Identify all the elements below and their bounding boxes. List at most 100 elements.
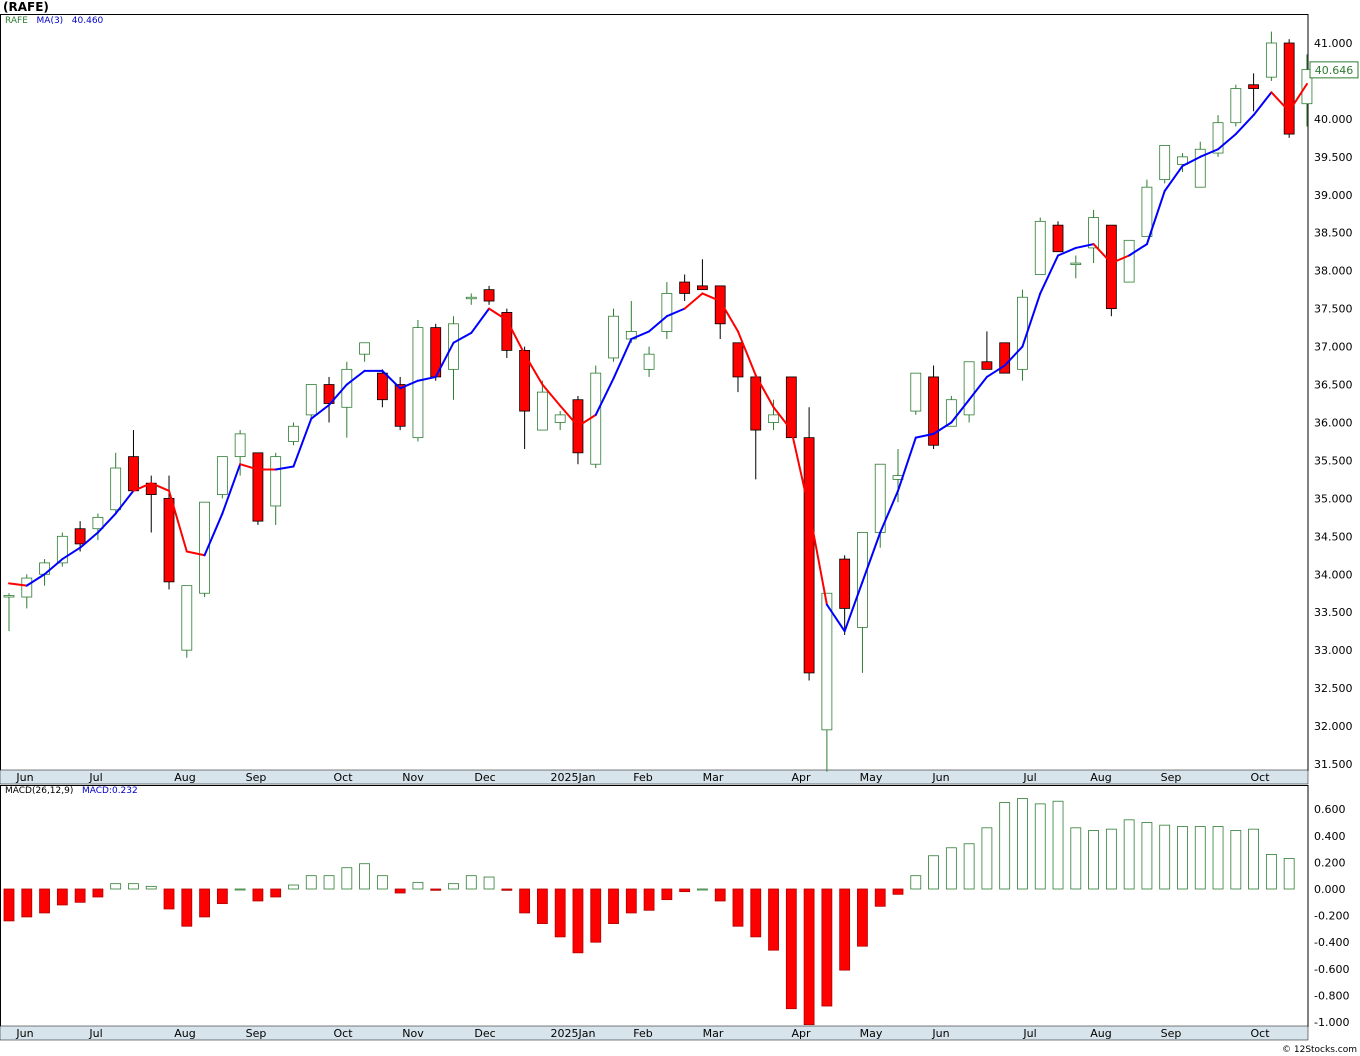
month-tick-label: Oct [333, 771, 353, 784]
candle-body [839, 558, 851, 609]
macd-bar [643, 888, 655, 911]
ma3-segment [1074, 243, 1095, 249]
macd-legend: MACD(26,12,9) MACD:0.232 [5, 786, 138, 796]
candle-body [999, 342, 1011, 374]
ma3-segment [1021, 292, 1042, 348]
candle-body [1301, 69, 1313, 105]
ma3-segment [150, 482, 171, 492]
ma3-segment [879, 489, 899, 534]
candle-body [270, 456, 282, 507]
candle-body [821, 592, 833, 731]
macd-y-tick-label: -1.000 [1314, 1016, 1349, 1029]
ma3-segment [43, 558, 64, 576]
macd-bar [323, 875, 335, 890]
ma3-segment [1039, 254, 1060, 295]
ma3-segment [1163, 164, 1184, 192]
ma3-segment [914, 432, 935, 439]
ma3-segment [790, 429, 811, 511]
price-y-tick-label: 40.000 [1314, 113, 1353, 126]
month-tick-label: Mar [703, 1027, 724, 1040]
candle-body [1248, 84, 1259, 89]
candle-body [252, 452, 264, 522]
macd-bar [376, 875, 388, 890]
month-tick-label: Jun [931, 771, 949, 784]
ma3-segment [541, 383, 562, 407]
candle-body [1159, 145, 1171, 181]
candle-body [1283, 42, 1295, 135]
macd-bar [963, 843, 975, 890]
ma3-segment [1003, 345, 1024, 367]
legend-ma-label: MA(3) [36, 16, 64, 26]
candle-body [519, 349, 531, 412]
candle-body [1265, 42, 1277, 78]
macd-y-tick-label: -0.600 [1314, 963, 1349, 976]
ma3-segment [328, 383, 348, 407]
macd-y-tick-label: 0.600 [1314, 803, 1346, 816]
ma3-segment [488, 307, 508, 322]
ma3-segment [1110, 254, 1131, 265]
candle-body [981, 361, 993, 370]
macd-bar [74, 888, 86, 903]
ma3-segment [1145, 189, 1166, 246]
macd-bar [252, 888, 264, 902]
ma3-segment [452, 331, 473, 344]
macd-bar [1052, 800, 1064, 890]
month-tick-label: Aug [1090, 1027, 1111, 1040]
macd-bar [288, 884, 299, 890]
candle-body [216, 456, 228, 495]
macd-bar [448, 883, 459, 890]
ma3-segment [1288, 82, 1308, 113]
month-tick-label: Sep [1161, 1027, 1182, 1040]
price-y-tick-label: 34.000 [1314, 568, 1353, 581]
ma3-segment [808, 508, 828, 606]
month-tick-label: Jun [15, 771, 33, 784]
ma3-segment [221, 463, 242, 515]
macd-bar [145, 885, 157, 890]
candle-body [679, 281, 691, 294]
macd-bar [519, 888, 531, 914]
candle-body [1177, 156, 1188, 165]
macd-bar [608, 888, 619, 924]
macd-bar [1141, 822, 1153, 890]
ma3-segment [505, 319, 526, 356]
candle-body [928, 376, 939, 446]
macd-bar [1177, 826, 1188, 890]
month-tick-label: Jun [15, 1027, 33, 1040]
candle-body [732, 342, 744, 378]
ma3-segment [861, 531, 882, 583]
ma3-segment [132, 482, 153, 492]
candle-body [56, 535, 68, 564]
month-tick-label: Oct [1250, 771, 1270, 784]
macd-bar [270, 888, 282, 898]
macd-bar [750, 888, 762, 938]
candle-body [945, 399, 957, 427]
month-tick-label: Nov [402, 771, 424, 784]
macd-bar [945, 847, 957, 890]
macd-bar [501, 888, 513, 891]
month-tick-label: Oct [333, 1027, 353, 1040]
price-y-tick-label: 32.500 [1314, 682, 1353, 695]
ma3-segment [559, 404, 579, 428]
macd-bar [1283, 858, 1295, 890]
ma3-segment [1217, 133, 1237, 151]
ma3-segment [719, 300, 739, 333]
month-tick-label: Aug [174, 771, 195, 784]
ma3-segment [1057, 246, 1077, 257]
candle-body [803, 437, 815, 674]
candle-body [465, 296, 477, 300]
ma3-segment [185, 550, 206, 557]
price-panel-frame [0, 14, 1309, 771]
month-tick-label: Dec [474, 771, 495, 784]
candle-body [1088, 217, 1099, 249]
macd-bar [412, 881, 424, 890]
macd-bar [625, 888, 637, 914]
macd-bar [1194, 826, 1206, 890]
month-tick-label: 2025Jan [551, 771, 596, 784]
month-tick-label: May [860, 1027, 883, 1040]
ma3-segment [1181, 155, 1202, 167]
macd-bar [128, 883, 139, 890]
ma3-segment [470, 307, 491, 334]
price-y-tick-label: 31.500 [1314, 758, 1353, 771]
ma3-segment [968, 375, 988, 401]
macd-bar [394, 888, 406, 894]
